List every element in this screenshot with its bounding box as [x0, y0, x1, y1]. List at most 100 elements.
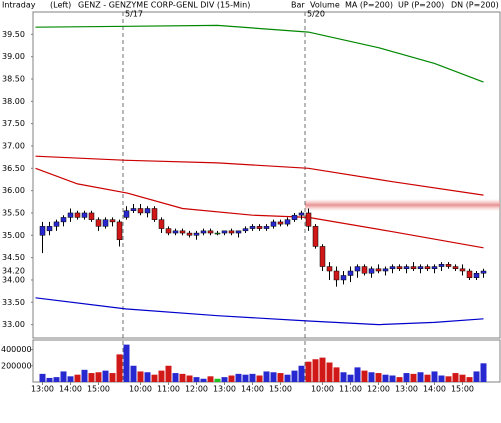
volume-bar: [424, 374, 431, 382]
volume-bar: [39, 373, 46, 382]
candle-body: [116, 221, 123, 241]
y-tick-label: 38.50: [2, 74, 25, 83]
candle-body: [235, 230, 242, 234]
volume-bar: [109, 373, 116, 382]
y-tick-label: 34.50: [2, 253, 25, 262]
volume-bar: [480, 363, 487, 382]
volume-bar: [137, 371, 144, 382]
volume-bar: [242, 374, 249, 382]
volume-bar: [256, 375, 263, 382]
view-label: Intraday: [2, 1, 36, 10]
x-tick-label: 15:00: [269, 385, 292, 394]
volume-bar: [74, 374, 81, 382]
candle-body: [53, 221, 60, 227]
axis-side: (Left): [50, 1, 71, 10]
y-tick-label: 33.00: [2, 320, 25, 329]
candle-body: [382, 268, 389, 272]
candle-body: [473, 272, 480, 278]
volume-bar: [172, 373, 179, 382]
y-tick-label: 36.50: [2, 164, 25, 173]
volume-bar: [179, 373, 186, 382]
x-tick-label: 12:00: [185, 385, 208, 394]
date-label: 5/20: [307, 10, 325, 19]
volume-bar: [116, 354, 123, 382]
candle-body: [144, 208, 151, 214]
volume-tick-label: 400000: [1, 345, 32, 354]
volume-bar: [67, 376, 74, 382]
candle-body: [459, 268, 466, 272]
x-tick-label: 10:00: [129, 385, 152, 394]
volume-bar: [382, 374, 389, 382]
x-tick-label: 15:00: [451, 385, 474, 394]
candle-body: [221, 230, 228, 234]
candle-body: [137, 208, 144, 214]
volume-bar: [305, 361, 312, 382]
volume-bar: [228, 375, 235, 382]
x-tick-label: 13:00: [31, 385, 54, 394]
candle-body: [424, 266, 431, 270]
x-tick-label: 12:00: [367, 385, 390, 394]
volume-bar: [235, 373, 242, 382]
candle-body: [403, 266, 410, 270]
volume-bar: [375, 373, 382, 382]
candle-body: [452, 266, 459, 270]
candle-body: [207, 230, 214, 234]
candle-body: [102, 219, 109, 227]
x-tick-label: 14:00: [59, 385, 82, 394]
candle-body: [396, 266, 403, 270]
volume-bar: [326, 362, 333, 382]
volume-bar: [361, 370, 368, 382]
volume-bar: [249, 373, 256, 382]
y-tick-label: 39.00: [2, 52, 25, 61]
volume-bar: [95, 372, 102, 382]
volume-bar: [207, 376, 214, 382]
candle-body: [228, 230, 235, 234]
volume-bar: [277, 373, 284, 382]
candle-body: [340, 275, 347, 281]
candle-body: [60, 217, 67, 223]
volume-bar: [340, 372, 347, 382]
legend-bar: Bar: [291, 1, 305, 10]
candle-body: [410, 266, 417, 270]
indicator-line: [35, 24, 484, 83]
legend-entry: MA (P=200): [345, 1, 393, 10]
candle-body: [277, 221, 284, 225]
candle-body: [417, 266, 424, 270]
x-tick-label: 10:00: [311, 385, 334, 394]
candle-body: [263, 226, 270, 229]
candle-body: [389, 266, 396, 270]
indicator-line: [35, 297, 484, 326]
candle-body: [312, 226, 319, 247]
volume-bar: [60, 371, 67, 382]
volume-bar: [445, 376, 452, 382]
candle-body: [88, 212, 95, 220]
volume-bar: [291, 370, 298, 382]
candle-body: [445, 264, 452, 267]
volume-bar: [158, 370, 165, 382]
candle-body: [151, 208, 158, 220]
candle-body: [368, 268, 375, 274]
candle-body: [305, 212, 312, 227]
candle-body: [326, 266, 333, 272]
volume-bar: [354, 367, 361, 382]
candle-body: [249, 226, 256, 229]
candle-body: [270, 221, 277, 227]
volume-bar: [123, 344, 130, 382]
candle-body: [95, 219, 102, 227]
volume-bar: [53, 377, 60, 382]
volume-bar: [438, 375, 445, 382]
legend-volume: Volume: [310, 1, 340, 10]
x-tick-label: 13:00: [395, 385, 418, 394]
x-tick-label: 11:00: [157, 385, 180, 394]
indicator-line: [35, 167, 484, 249]
y-tick-label: 35.50: [2, 208, 25, 217]
candle-body: [284, 219, 291, 225]
indicator-line: [35, 155, 484, 196]
candle-body: [431, 266, 438, 270]
x-tick-label: 14:00: [241, 385, 264, 394]
volume-bar: [270, 372, 277, 382]
volume-bar: [298, 365, 305, 382]
volume-bar: [466, 377, 473, 382]
candle-body: [165, 228, 172, 234]
